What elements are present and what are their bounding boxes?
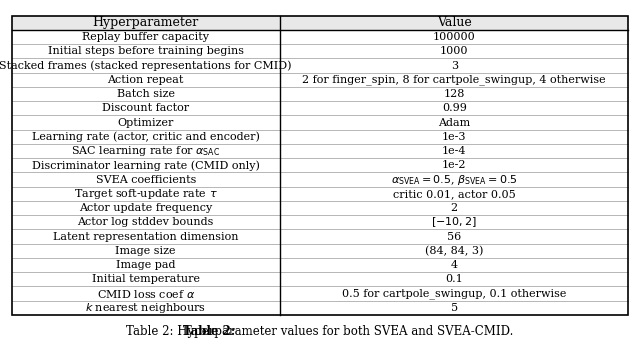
Text: Stacked frames (stacked representations for CMID): Stacked frames (stacked representations … bbox=[0, 60, 292, 71]
Text: Hyperparameter: Hyperparameter bbox=[93, 16, 199, 29]
Text: 0.5 for cartpole_swingup, 0.1 otherwise: 0.5 for cartpole_swingup, 0.1 otherwise bbox=[342, 288, 566, 299]
Text: Latent representation dimension: Latent representation dimension bbox=[53, 231, 239, 242]
Bar bbox=[12, 16, 628, 315]
Text: Action repeat: Action repeat bbox=[108, 75, 184, 85]
Text: $[-10, 2]$: $[-10, 2]$ bbox=[431, 215, 477, 229]
Text: Actor log stddev bounds: Actor log stddev bounds bbox=[77, 217, 214, 227]
Text: 0.1: 0.1 bbox=[445, 274, 463, 284]
Text: Learning rate (actor, critic and encoder): Learning rate (actor, critic and encoder… bbox=[32, 132, 260, 142]
Text: Value: Value bbox=[437, 16, 472, 29]
Text: 0.99: 0.99 bbox=[442, 103, 467, 113]
Text: Initial steps before training begins: Initial steps before training begins bbox=[48, 46, 244, 56]
Text: Table 2: Hyperparameter values for both SVEA and SVEA-CMID.: Table 2: Hyperparameter values for both … bbox=[126, 325, 514, 338]
Text: 1e-3: 1e-3 bbox=[442, 132, 467, 142]
Text: SVEA coefficients: SVEA coefficients bbox=[95, 175, 196, 184]
Text: Replay buffer capacity: Replay buffer capacity bbox=[82, 32, 209, 42]
Text: Optimizer: Optimizer bbox=[118, 118, 174, 128]
Text: $k$ nearest neighbours: $k$ nearest neighbours bbox=[85, 301, 206, 315]
Text: 5: 5 bbox=[451, 303, 458, 313]
Text: Discount factor: Discount factor bbox=[102, 103, 189, 113]
Text: 1000: 1000 bbox=[440, 46, 468, 56]
Text: 1e-2: 1e-2 bbox=[442, 160, 467, 170]
Text: $\alpha_{\mathrm{SVEA}} = 0.5$, $\beta_{\mathrm{SVEA}} = 0.5$: $\alpha_{\mathrm{SVEA}} = 0.5$, $\beta_{… bbox=[391, 173, 518, 187]
Text: Table 2:: Table 2: bbox=[183, 325, 235, 338]
Text: Actor update frequency: Actor update frequency bbox=[79, 203, 212, 213]
Text: Adam: Adam bbox=[438, 118, 470, 128]
Text: 2: 2 bbox=[451, 203, 458, 213]
Text: 128: 128 bbox=[444, 89, 465, 99]
Text: Image pad: Image pad bbox=[116, 260, 175, 270]
Text: Discriminator learning rate (CMID only): Discriminator learning rate (CMID only) bbox=[32, 160, 260, 171]
Text: 56: 56 bbox=[447, 231, 461, 242]
Text: CMID loss coef $\alpha$: CMID loss coef $\alpha$ bbox=[97, 287, 195, 300]
Text: 1e-4: 1e-4 bbox=[442, 146, 467, 156]
Text: Image size: Image size bbox=[115, 246, 176, 256]
Text: Table 2: Hyperparameter values for both SVEA and SVEA-CMID.: Table 2: Hyperparameter values for both … bbox=[108, 325, 532, 338]
Bar bbox=[12, 16, 628, 30]
Text: SAC learning rate for $\alpha_{\mathrm{SAC}}$: SAC learning rate for $\alpha_{\mathrm{S… bbox=[71, 144, 220, 158]
Text: Initial temperature: Initial temperature bbox=[92, 274, 200, 284]
Text: 100000: 100000 bbox=[433, 32, 476, 42]
Text: 3: 3 bbox=[451, 61, 458, 71]
Text: 2 for finger_spin, 8 for cartpole_swingup, 4 otherwise: 2 for finger_spin, 8 for cartpole_swingu… bbox=[302, 74, 606, 85]
Text: critic 0.01, actor 0.05: critic 0.01, actor 0.05 bbox=[393, 189, 516, 199]
Text: Batch size: Batch size bbox=[116, 89, 175, 99]
Text: 4: 4 bbox=[451, 260, 458, 270]
Text: Target soft-update rate $\tau$: Target soft-update rate $\tau$ bbox=[74, 187, 218, 201]
Text: (84, 84, 3): (84, 84, 3) bbox=[425, 246, 483, 256]
